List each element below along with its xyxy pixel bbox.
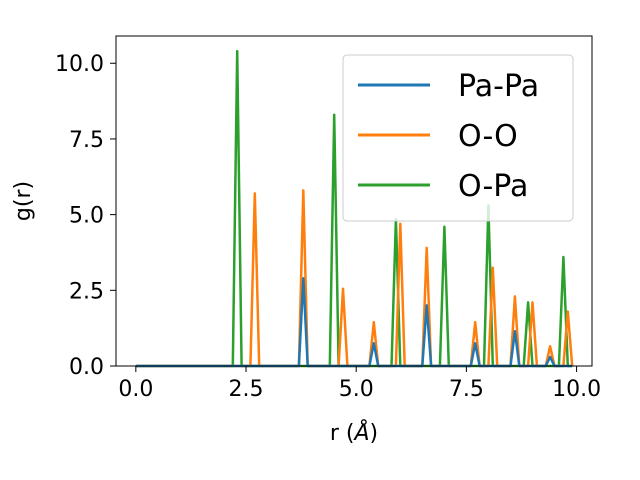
legend: Pa-Pa O-O O-Pa (342, 54, 574, 222)
y-tick-label: 5.0 (69, 204, 104, 229)
x-tick-label: 0.0 (118, 377, 153, 402)
y-tick-label: 2.5 (69, 279, 104, 304)
x-axis-label: r (Å) (330, 419, 378, 446)
x-axis-ticks: 0.0 2.5 5.0 7.5 10.0 (118, 366, 601, 402)
y-tick-label: 7.5 (69, 128, 104, 153)
plot-frame (115, 35, 593, 367)
y-axis-label: g(r) (11, 181, 36, 221)
legend-box (342, 54, 574, 222)
x-tick-label: 7.5 (449, 377, 484, 402)
y-axis-ticks: 0.0 2.5 5.0 7.5 10.0 (55, 52, 116, 380)
x-tick-label: 10.0 (552, 377, 601, 402)
legend-label-o-pa: O-Pa (458, 169, 528, 204)
y-tick-label: 10.0 (55, 52, 104, 77)
x-tick-label: 5.0 (339, 377, 374, 402)
legend-label-pa-pa: Pa-Pa (458, 69, 539, 104)
legend-label-o-o: O-O (458, 119, 518, 154)
y-tick-label: 0.0 (69, 355, 104, 380)
x-tick-label: 2.5 (229, 377, 264, 402)
